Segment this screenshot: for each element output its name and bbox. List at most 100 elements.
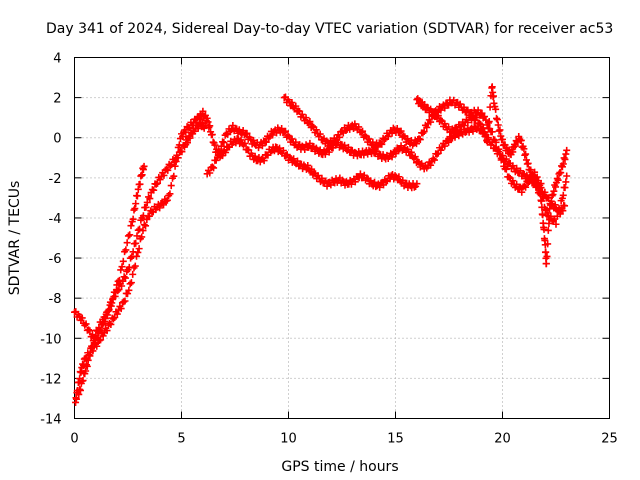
data-point — [220, 139, 228, 147]
data-point — [293, 157, 301, 165]
data-point — [433, 150, 441, 158]
data-point — [437, 106, 445, 114]
data-point — [286, 153, 294, 161]
data-point — [119, 257, 127, 265]
data-point — [413, 180, 421, 188]
data-point — [217, 142, 225, 150]
data-point — [540, 225, 548, 233]
data-point — [376, 183, 384, 191]
data-point — [559, 191, 567, 199]
data-point — [167, 182, 175, 190]
data-point — [544, 226, 552, 234]
data-point — [335, 133, 343, 141]
data-point — [280, 128, 288, 136]
data-point — [429, 155, 437, 163]
data-point — [183, 139, 191, 147]
data-point — [163, 196, 171, 204]
data-point — [511, 142, 519, 150]
data-point — [455, 132, 463, 140]
data-point — [502, 165, 510, 173]
data-point — [160, 201, 168, 209]
data-point — [535, 189, 543, 197]
data-point — [549, 191, 557, 199]
data-point — [84, 356, 92, 364]
data-point — [374, 143, 382, 151]
data-point — [170, 158, 178, 166]
data-point — [420, 128, 428, 136]
data-point — [557, 169, 565, 177]
data-point — [304, 161, 312, 169]
data-point — [96, 326, 104, 334]
data-point — [388, 153, 396, 161]
data-point — [393, 125, 401, 133]
data-point — [121, 297, 129, 305]
x-tick-label: 15 — [387, 432, 404, 447]
data-point — [312, 126, 320, 134]
data-point — [430, 156, 438, 164]
data-point — [81, 321, 89, 329]
data-point — [143, 198, 151, 206]
x-tick-label: 5 — [177, 432, 185, 447]
data-point — [292, 138, 300, 146]
data-point — [554, 176, 562, 184]
data-point — [552, 220, 560, 228]
data-point — [356, 170, 364, 178]
data-point — [484, 124, 492, 132]
y-tick-label: 2 — [53, 92, 61, 107]
data-point — [522, 156, 530, 164]
data-point — [553, 212, 561, 220]
data-point — [82, 367, 90, 375]
data-point — [378, 140, 386, 148]
data-point — [138, 171, 146, 179]
data-point — [392, 150, 400, 158]
data-point — [146, 195, 154, 203]
data-point — [463, 108, 471, 116]
data-point — [562, 178, 570, 186]
data-point — [154, 179, 162, 187]
data-point — [117, 305, 125, 313]
data-point — [139, 212, 147, 220]
x-tick-label: 20 — [494, 432, 511, 447]
data-point — [548, 192, 556, 200]
data-point — [118, 282, 126, 290]
data-point — [249, 136, 257, 144]
data-point — [361, 132, 369, 140]
data-point — [136, 225, 144, 233]
data-point — [269, 131, 277, 139]
data-point — [400, 132, 408, 140]
data-point — [415, 135, 423, 143]
data-point — [156, 204, 164, 212]
data-point — [156, 176, 164, 184]
data-point — [199, 107, 207, 115]
data-point — [282, 127, 290, 135]
data-point — [441, 142, 449, 150]
data-point — [76, 386, 84, 394]
data-point — [83, 362, 91, 370]
data-point — [222, 130, 230, 138]
data-point — [288, 135, 296, 143]
data-point — [445, 123, 453, 131]
data-point — [118, 263, 126, 271]
plot-frame — [74, 57, 610, 419]
data-point — [499, 135, 506, 143]
data-point — [124, 290, 132, 298]
data-point — [559, 160, 567, 168]
data-point — [208, 131, 216, 139]
data-point — [288, 99, 296, 107]
data-point — [411, 153, 419, 161]
data-point — [505, 173, 513, 181]
data-point — [563, 172, 571, 180]
data-point — [490, 99, 498, 107]
series-track-B — [72, 107, 421, 406]
data-point — [437, 116, 445, 124]
data-point — [395, 173, 403, 181]
data-point — [493, 116, 501, 124]
data-point — [127, 222, 135, 230]
data-point — [106, 301, 114, 309]
x-tick-label: 25 — [601, 432, 618, 447]
data-point — [201, 121, 209, 129]
data-point — [114, 287, 122, 295]
data-point — [103, 327, 111, 335]
